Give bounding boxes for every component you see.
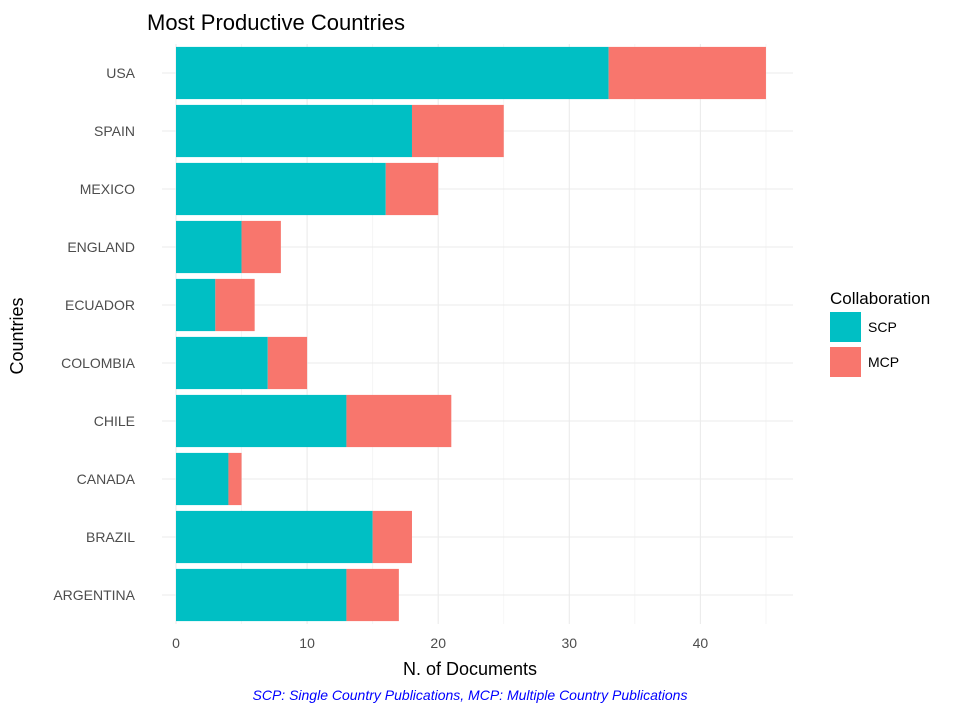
y-tick-labels: USA SPAIN MEXICO ENGLAND ECUADOR COLOMBIA CHIL… [53, 65, 135, 603]
bar-scp-colombia [176, 336, 268, 390]
bar-scp-ecuador [176, 278, 216, 332]
x-tick-label: 10 [299, 635, 315, 651]
legend-swatch-scp [830, 312, 861, 342]
bar-mcp-chile [346, 394, 452, 448]
bar-scp-brazil [176, 510, 373, 564]
x-tick-label: 40 [693, 635, 709, 651]
bar-mcp-spain [411, 104, 504, 158]
y-tick-label: BRAZIL [86, 529, 135, 545]
bar-scp-argentina [176, 568, 347, 622]
y-tick-label: SPAIN [94, 123, 135, 139]
y-tick-label: ECUADOR [65, 297, 135, 313]
y-tick-label: COLOMBIA [61, 355, 136, 371]
bar-scp-canada [176, 452, 229, 506]
y-axis-title: Countries [7, 297, 27, 374]
bar-scp-usa [176, 46, 609, 100]
bars [176, 46, 766, 622]
x-tick-label: 20 [430, 635, 446, 651]
bar-mcp-colombia [267, 336, 308, 390]
bar-mcp-mexico [385, 162, 439, 216]
bar-mcp-canada [228, 452, 242, 506]
bar-scp-england [176, 220, 242, 274]
y-tick-label: MEXICO [80, 181, 135, 197]
legend-swatch-mcp [830, 347, 861, 377]
chart-title: Most Productive Countries [147, 10, 405, 35]
y-tick-label: ARGENTINA [53, 587, 135, 603]
legend-label-scp: SCP [868, 319, 897, 335]
bar-mcp-brazil [372, 510, 412, 564]
x-tick-label: 30 [562, 635, 578, 651]
y-tick-label: ENGLAND [67, 239, 135, 255]
x-tick-labels: 0 10 20 30 40 [172, 635, 708, 651]
bar-scp-spain [176, 104, 412, 158]
y-tick-label: CHILE [94, 413, 135, 429]
y-tick-label: USA [106, 65, 135, 81]
legend: Collaboration SCP MCP [830, 289, 930, 377]
bar-mcp-england [241, 220, 281, 274]
y-tick-label: CANADA [77, 471, 136, 487]
x-axis-title: N. of Documents [403, 659, 537, 679]
legend-title: Collaboration [830, 289, 930, 308]
chart-caption: SCP: Single Country Publications, MCP: M… [253, 687, 688, 703]
bar-mcp-argentina [346, 568, 399, 622]
bar-scp-chile [176, 394, 347, 448]
bar-scp-mexico [176, 162, 386, 216]
bar-mcp-ecuador [215, 278, 255, 332]
x-tick-label: 0 [172, 635, 180, 651]
legend-label-mcp: MCP [868, 354, 899, 370]
bar-mcp-usa [608, 46, 766, 100]
